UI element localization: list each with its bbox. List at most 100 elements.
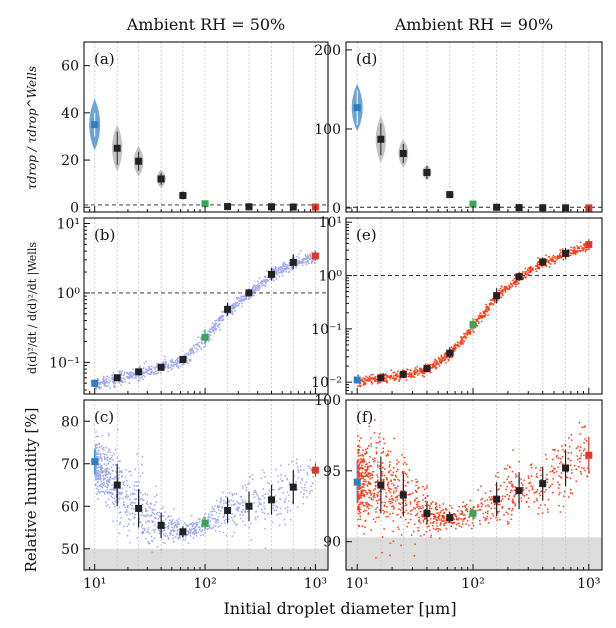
scatter-dot <box>129 499 131 501</box>
scatter-dot <box>220 320 222 322</box>
scatter-dot <box>147 520 149 522</box>
scatter-dot <box>579 450 581 452</box>
scatter-dot <box>210 517 212 519</box>
scatter-dot <box>288 500 290 502</box>
scatter-dot <box>95 431 97 433</box>
scatter-dot <box>423 521 425 523</box>
scatter-dot <box>571 439 573 441</box>
scatter-dot <box>389 375 391 377</box>
scatter-dot <box>425 505 427 507</box>
scatter-dot <box>479 523 481 525</box>
scatter-dot <box>377 464 379 466</box>
scatter-dot <box>212 506 214 508</box>
scatter-dot <box>361 380 363 382</box>
scatter-dot <box>375 442 377 444</box>
scatter-dot <box>257 495 259 497</box>
scatter-dot <box>300 263 302 265</box>
scatter-dot <box>367 466 369 468</box>
scatter-dot <box>305 254 307 256</box>
data-point <box>114 482 121 489</box>
scatter-dot <box>108 385 110 387</box>
scatter-dot <box>532 486 534 488</box>
scatter-dot <box>556 259 558 261</box>
scatter-dot <box>100 382 102 384</box>
scatter-dot <box>394 379 396 381</box>
scatter-dot <box>287 491 289 493</box>
scatter-dot <box>584 470 586 472</box>
scatter-dot <box>126 372 128 374</box>
scatter-dot <box>581 467 583 469</box>
scatter-dot <box>210 511 212 512</box>
scatter-dot <box>367 505 369 507</box>
scatter-dot <box>511 286 513 288</box>
scatter-dot <box>237 297 239 299</box>
scatter-dot <box>284 502 286 504</box>
scatter-dot <box>376 474 378 476</box>
scatter-dot <box>107 504 109 506</box>
scatter-dot <box>146 502 148 504</box>
scatter-dot <box>384 443 386 445</box>
scatter-dot <box>301 478 303 480</box>
scatter-dot <box>367 492 369 494</box>
scatter-dot <box>497 477 499 479</box>
scatter-dot <box>241 296 243 298</box>
scatter-dot <box>537 257 539 259</box>
scatter-dot <box>214 332 216 334</box>
scatter-dot <box>427 496 429 498</box>
scatter-dot <box>371 378 373 380</box>
scatter-dot <box>461 526 463 528</box>
scatter-dot <box>383 451 385 453</box>
scatter-dot <box>376 517 378 519</box>
y-tick-label: 10⁰ <box>319 269 343 285</box>
scatter-dot <box>233 504 235 506</box>
scatter-dot <box>361 486 363 488</box>
scatter-dot <box>118 474 120 476</box>
y-tick-label: 0 <box>70 200 79 216</box>
scatter-dot <box>464 336 466 338</box>
scatter-dot <box>488 522 490 524</box>
scatter-dot <box>430 513 432 515</box>
scatter-dot <box>106 465 108 467</box>
scatter-dot <box>253 494 255 496</box>
scatter-dot <box>559 253 561 255</box>
scatter-dot <box>407 482 409 484</box>
data-point <box>224 507 231 514</box>
scatter-dot <box>278 270 280 272</box>
scatter-dot <box>201 531 203 533</box>
scatter-dot <box>437 509 439 511</box>
scatter-dot <box>375 482 377 484</box>
scatter-dot <box>535 492 537 494</box>
scatter-dot <box>145 510 147 512</box>
scatter-dot <box>104 493 106 495</box>
scatter-dot <box>501 500 503 502</box>
scatter-dot <box>192 352 194 354</box>
scatter-dot <box>514 274 516 276</box>
scatter-dot <box>532 268 534 270</box>
scatter-dot <box>186 524 188 526</box>
scatter-dot <box>95 388 97 390</box>
scatter-dot <box>360 473 362 475</box>
scatter-dot <box>366 502 368 504</box>
scatter-dot <box>267 513 269 515</box>
scatter-dot <box>165 535 167 537</box>
scatter-dot <box>571 434 573 436</box>
scatter-dot <box>530 269 532 271</box>
scatter-dot <box>432 522 434 524</box>
y-tick-label: 100 <box>314 122 341 138</box>
y-tick-label: 10⁻¹ <box>311 322 342 338</box>
scatter-dot <box>443 513 445 515</box>
scatter-dot <box>507 494 509 496</box>
scatter-dot <box>188 352 190 354</box>
scatter-dot <box>165 364 167 366</box>
scatter-dot <box>377 461 379 463</box>
scatter-dot <box>455 528 457 530</box>
scatter-dot <box>415 374 417 376</box>
scatter-dot <box>272 278 274 280</box>
scatter-dot <box>483 513 485 515</box>
scatter-dot <box>169 360 171 362</box>
scatter-dot <box>287 511 289 512</box>
scatter-dot <box>130 502 132 504</box>
y-tick-label: 80 <box>61 414 79 430</box>
scatter-dot <box>451 507 453 509</box>
scatter-dot <box>116 520 118 522</box>
